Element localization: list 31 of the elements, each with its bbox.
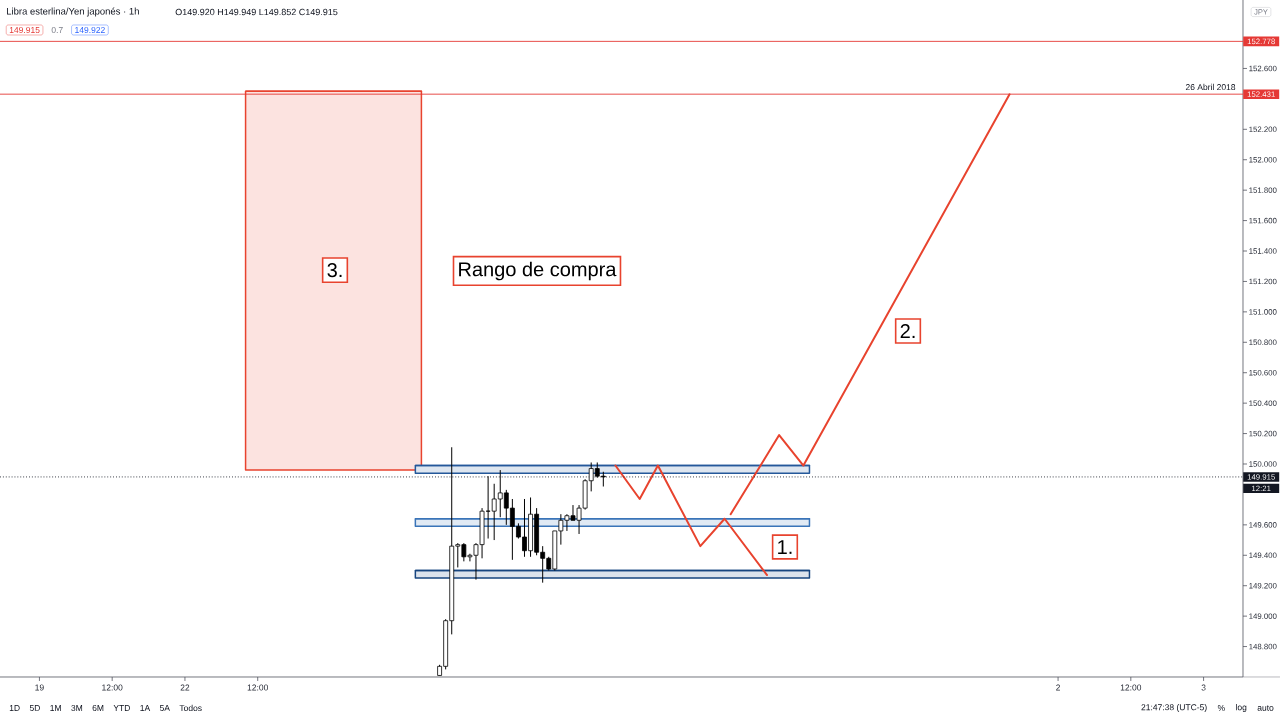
annotation: 3. (327, 263, 342, 278)
x-tick-label: 12:00 (1120, 684, 1142, 691)
text: 5D (29, 705, 40, 711)
text: auto (1257, 705, 1274, 711)
text: log (1236, 704, 1247, 712)
text: 3M (71, 704, 83, 711)
text: 1A (140, 705, 151, 711)
x-tick-label: 12:00 (102, 684, 123, 691)
annotation: Rango de compra (459, 261, 617, 281)
x-tick-label: 22 (180, 684, 190, 691)
text: % (1217, 705, 1225, 711)
text: 21:47:38 (UTC-5) (1141, 704, 1207, 712)
annotation: 149.915 (9, 26, 40, 33)
text: Todos (179, 704, 202, 712)
annotation: 26 Abril 2018 (1185, 83, 1236, 91)
x-tick-label: 3 (1201, 684, 1206, 691)
x-tick-label: 2 (1056, 684, 1060, 691)
annotation: 149.922 (75, 26, 105, 33)
text: 6M (92, 704, 104, 711)
annotation: 1. (778, 540, 792, 554)
x-tick-label: 19 (35, 684, 44, 691)
text: YTD (113, 705, 130, 711)
text: O149.920 H149.949 L149.852 C149.915 (175, 8, 338, 16)
text: Libra esterlina/Yen japonés · 1h (7, 7, 139, 17)
text: 1D (9, 705, 20, 711)
annotation: 2. (900, 324, 915, 339)
text: 1M (50, 705, 61, 711)
line-series (614, 464, 769, 577)
x-tick-label: 12:00 (247, 684, 268, 691)
annotation: 0.7 (51, 26, 63, 33)
text: 5A (159, 705, 170, 711)
